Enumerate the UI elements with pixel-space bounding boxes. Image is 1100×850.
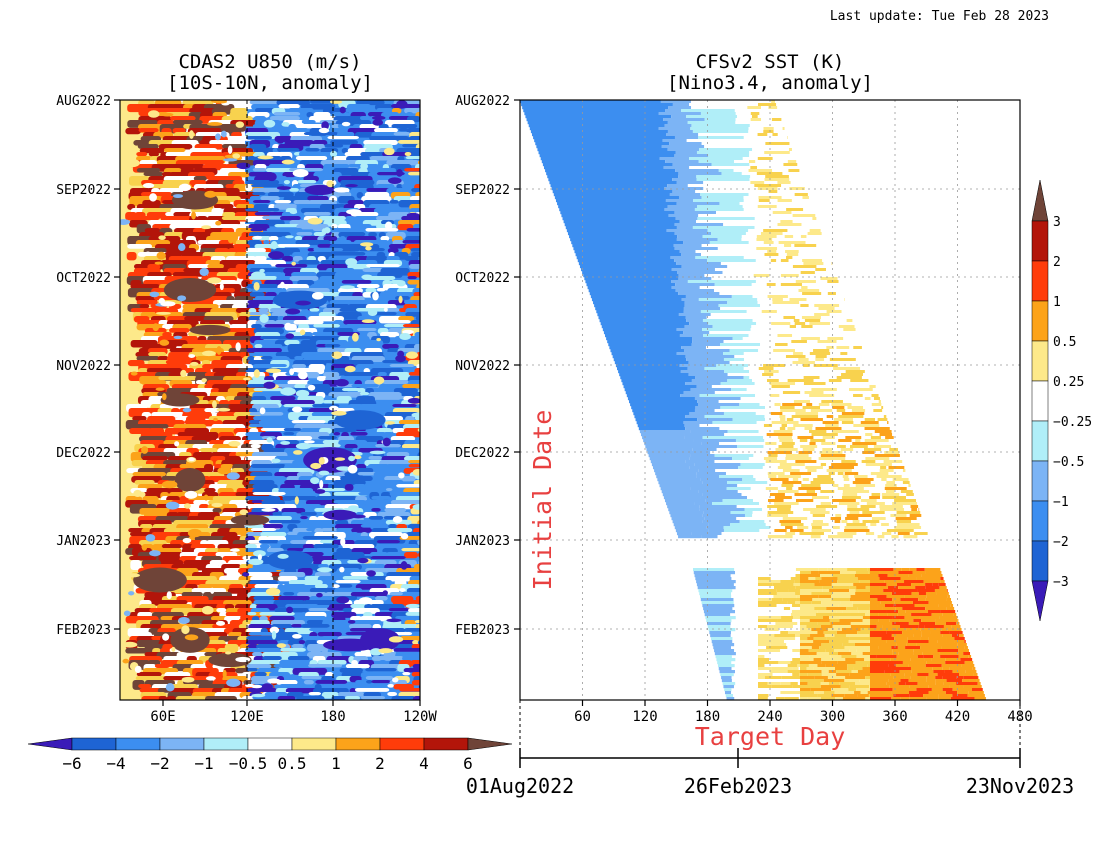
colorbar-bottom-swatch	[159, 737, 205, 751]
colorbar-right-label: −3	[1053, 575, 1069, 590]
left-ytick-label: DEC2022	[56, 446, 111, 461]
colorbar-bottom-label: −0.5	[229, 754, 268, 773]
right-heatmap	[520, 100, 986, 700]
colorbar-bottom-label: 2	[375, 754, 385, 773]
right-xtick-label: 480	[1007, 709, 1032, 725]
colorbar-right-swatch	[1031, 380, 1049, 422]
left-ytick-label: SEP2022	[56, 183, 111, 198]
colorbar-bottom-swatch	[379, 737, 425, 751]
colorbar-right-label: −2	[1053, 535, 1069, 550]
right-xtick-label: 120	[632, 709, 657, 725]
last-update-text: Last update: Tue Feb 28 2023	[830, 9, 1049, 24]
date-axis-label-mid: 26Feb2023	[684, 774, 792, 798]
colorbar-bottom-label: 4	[419, 754, 429, 773]
left-frame	[119, 99, 421, 701]
left-xtick-label: 120W	[403, 709, 437, 725]
colorbar-bottom-label: 6	[463, 754, 473, 773]
date-axis-label-end: 23Nov2023	[966, 774, 1074, 798]
right-ytick-label: JAN2023	[455, 534, 510, 549]
right-xtick-label: 420	[945, 709, 970, 725]
right-xtick-label: 360	[882, 709, 907, 725]
colorbar-right-arrow-bottom	[1031, 580, 1049, 622]
colorbar-bottom-swatch	[71, 737, 117, 751]
left-xtick-label: 120E	[230, 709, 264, 725]
colorbar-right: 3 2 1 0.5 0.25 −0.25 −0.5 −1 −2 −3	[1031, 179, 1092, 622]
colorbar-bottom-label: −4	[106, 754, 125, 773]
colorbar-right-label: 0.25	[1053, 375, 1084, 390]
colorbar-right-label: −0.5	[1053, 455, 1084, 470]
right-title-line2: [Nino3.4, anomaly]	[667, 72, 873, 94]
colorbar-right-swatch	[1031, 260, 1049, 302]
left-ytick-label: NOV2022	[56, 359, 111, 374]
right-ytick-label: DEC2022	[455, 446, 510, 461]
colorbar-right-label: 1	[1053, 295, 1061, 310]
right-x-axis-label: Target Day	[695, 722, 846, 751]
right-ytick-label: FEB2023	[455, 623, 510, 638]
colorbar-right-label: 0.5	[1053, 335, 1076, 350]
colorbar-bottom-swatch	[291, 737, 337, 751]
colorbar-bottom-label: −2	[150, 754, 169, 773]
left-heatmap	[120, 100, 420, 700]
colorbar-bottom-arrow-left	[27, 737, 73, 751]
colorbar-right-label: 3	[1053, 215, 1061, 230]
colorbar-bottom-arrow-right	[467, 737, 513, 751]
right-xtick-label: 180	[695, 709, 720, 725]
left-xtick-label: 60E	[150, 709, 175, 725]
left-title-line1: CDAS2 U850 (m/s)	[178, 51, 361, 73]
colorbar-right-swatch	[1031, 540, 1049, 582]
left-ytick-label: AUG2022	[56, 94, 111, 109]
right-title-line1: CFSv2 SST (K)	[696, 51, 845, 73]
colorbar-right-swatch	[1031, 340, 1049, 382]
colorbar-right-swatch	[1031, 500, 1049, 542]
colorbar-right-swatch	[1031, 420, 1049, 462]
date-axis-label-start: 01Aug2022	[466, 774, 574, 798]
left-ytick-label: JAN2023	[56, 534, 111, 549]
colorbar-right-swatch	[1031, 220, 1049, 262]
right-xtick-label: 60	[574, 709, 591, 725]
colorbar-bottom-label: −1	[194, 754, 213, 773]
right-ytick-label: AUG2022	[455, 94, 510, 109]
colorbar-right-swatch	[1031, 300, 1049, 342]
right-xtick-label: 300	[820, 709, 845, 725]
colorbar-bottom-label: 1	[331, 754, 341, 773]
colorbar-bottom-label: 0.5	[278, 754, 307, 773]
colorbar-right-label: −1	[1053, 495, 1069, 510]
colorbar-bottom-label: −6	[62, 754, 81, 773]
colorbar-bottom-swatch	[247, 737, 293, 751]
colorbar-right-label: 2	[1053, 255, 1061, 270]
left-ytick-label: FEB2023	[56, 623, 111, 638]
colorbar-bottom-swatch	[335, 737, 381, 751]
colorbar-bottom: −6 −4 −2 −1 −0.5 0.5 1 2 4 6	[27, 737, 513, 773]
colorbar-right-label: −0.25	[1053, 415, 1092, 430]
colorbar-right-swatch	[1031, 460, 1049, 502]
colorbar-bottom-swatch	[203, 737, 249, 751]
left-title-line2: [10S-10N, anomaly]	[167, 72, 373, 94]
left-ytick-label: OCT2022	[56, 271, 111, 286]
colorbar-right-arrow-top	[1031, 179, 1049, 222]
right-y-axis-label: Initial Date	[528, 410, 557, 591]
right-xtick-label: 240	[757, 709, 782, 725]
right-ytick-label: OCT2022	[455, 271, 510, 286]
colorbar-bottom-swatch	[115, 737, 161, 751]
colorbar-bottom-swatch	[423, 737, 469, 751]
left-xtick-label: 180	[320, 709, 345, 725]
right-ytick-label: SEP2022	[455, 183, 510, 198]
right-ytick-label: NOV2022	[455, 359, 510, 374]
